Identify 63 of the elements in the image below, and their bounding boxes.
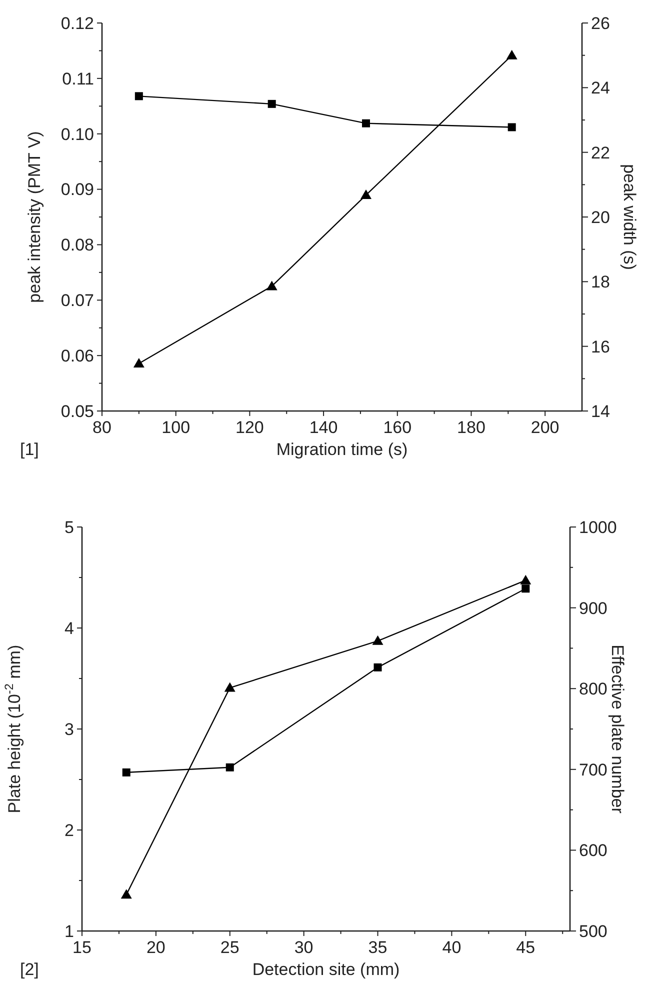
y2-tick-label: 1000	[579, 518, 617, 537]
point	[120, 889, 132, 899]
y-tick-label: 0.09	[60, 180, 94, 200]
y-tick-label: 0.11	[62, 69, 94, 88]
y2-tick-label: 20	[591, 208, 610, 227]
y2-tick-label: 900	[579, 598, 608, 618]
point	[134, 92, 143, 100]
y2-tick-label: 500	[579, 922, 608, 941]
y-tick-label: 0.08	[60, 236, 94, 255]
x-tick-label: 160	[383, 418, 412, 437]
x-tick-label: 80	[92, 418, 112, 437]
x-axis-title: Migration time (s)	[276, 440, 408, 459]
x-tick-label: 15	[72, 938, 92, 957]
y-tick-label: 0.12	[60, 14, 94, 33]
y2-tick-label: 16	[591, 337, 610, 356]
y2-tick-label: 24	[591, 78, 610, 98]
x-tick-label: 35	[368, 938, 388, 957]
y-tick-label: 2	[64, 820, 74, 840]
text: [1]	[20, 440, 39, 459]
y2-tick-label: 26	[591, 14, 610, 33]
y-tick-label: 0.10	[60, 124, 94, 144]
y-tick-label: 1	[64, 922, 74, 941]
y-tick-label: 3	[64, 720, 74, 739]
point	[360, 190, 372, 200]
point	[133, 358, 144, 368]
x-tick-label: 20	[146, 938, 166, 957]
y2-axis-title: Effective plate number	[608, 644, 627, 814]
point	[224, 682, 236, 692]
point	[122, 768, 130, 776]
y-tick-label: 5	[64, 518, 74, 537]
y2-tick-label: 700	[579, 760, 608, 780]
x-tick-label: 120	[236, 418, 264, 437]
x-tick-label: 100	[162, 418, 190, 437]
point	[372, 635, 384, 645]
x-tick-label: 180	[457, 418, 486, 437]
point	[362, 119, 370, 128]
x-tick-label: 200	[530, 418, 560, 437]
y-axis-title: peak intensity (PMT V)	[25, 131, 44, 303]
x-tick-label: 40	[442, 938, 462, 957]
y-tick-label: 0.06	[60, 346, 94, 366]
x-axis-title: Detection site (mm)	[252, 960, 400, 979]
y-tick-label: 0.05	[60, 402, 94, 421]
point	[506, 50, 518, 60]
point	[266, 280, 278, 290]
x-tick-label: 25	[220, 938, 240, 957]
y2-tick-label: 18	[591, 272, 610, 292]
y2-tick-label: 14	[591, 402, 610, 421]
point	[374, 663, 382, 672]
y-tick-label: 4	[64, 618, 74, 638]
y2-tick-label: 22	[591, 143, 610, 162]
point	[268, 100, 276, 108]
point	[522, 584, 530, 593]
x-tick-label: 30	[294, 938, 314, 957]
y2-tick-label: 600	[579, 841, 608, 860]
y2-axis-title: peak width (s)	[620, 164, 639, 270]
point	[520, 574, 532, 584]
y2-tick-label: 800	[579, 680, 608, 699]
x-tick-label: 45	[516, 938, 536, 957]
point	[508, 123, 516, 132]
y-tick-label: 0.07	[60, 291, 94, 310]
x-tick-label: 140	[309, 418, 338, 437]
text: [2]	[20, 960, 39, 979]
point	[226, 763, 234, 772]
